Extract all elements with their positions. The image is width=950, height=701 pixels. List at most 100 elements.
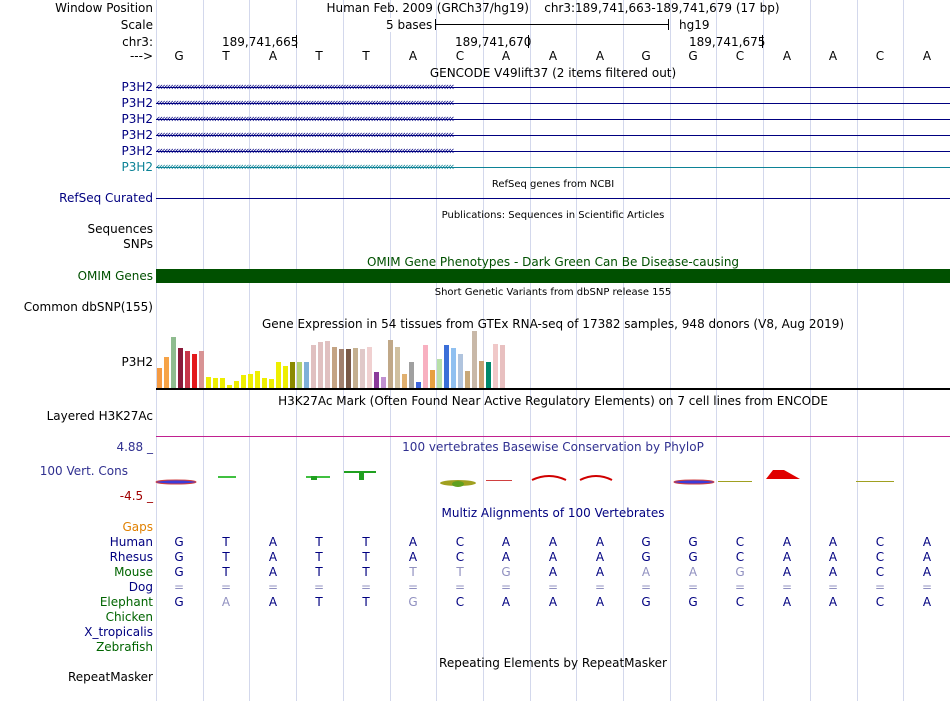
gtex-tissue-bar[interactable] xyxy=(304,362,309,388)
gencode-transcript-line[interactable] xyxy=(156,87,950,88)
alignment-base: A xyxy=(823,595,843,609)
gencode-transcript-line[interactable] xyxy=(156,119,950,120)
publications-snps-label[interactable]: SNPs xyxy=(123,237,153,251)
gtex-tissue-bar[interactable] xyxy=(486,362,491,388)
gtex-tissue-bar[interactable] xyxy=(318,342,323,388)
grid-line xyxy=(857,0,858,701)
gtex-tissue-bar[interactable] xyxy=(262,378,267,388)
gtex-tissue-bar[interactable] xyxy=(339,349,344,388)
gencode-transcript-label[interactable]: P3H2 xyxy=(121,80,153,94)
gtex-tissue-bar[interactable] xyxy=(360,349,365,388)
reference-base: C xyxy=(730,49,750,63)
gtex-tissue-bar[interactable] xyxy=(241,375,246,388)
gtex-tissue-bar[interactable] xyxy=(290,362,295,388)
gencode-transcript-line[interactable] xyxy=(156,151,950,152)
species-label[interactable]: X_tropicalis xyxy=(84,625,153,639)
gtex-track-label[interactable]: P3H2 xyxy=(121,355,153,369)
gtex-tissue-bar[interactable] xyxy=(353,348,358,388)
species-label[interactable]: Zebrafish xyxy=(96,640,153,654)
gencode-transcript-label[interactable]: P3H2 xyxy=(121,112,153,126)
multiz-gaps-label[interactable]: Gaps xyxy=(122,520,153,534)
alignment-base: A xyxy=(496,595,516,609)
gencode-transcript-line[interactable] xyxy=(156,167,950,168)
gtex-tissue-bar[interactable] xyxy=(164,357,169,388)
species-label[interactable]: Rhesus xyxy=(109,550,153,564)
alignment-base: A xyxy=(636,565,656,579)
cons-track-label[interactable]: 100 Vert. Cons xyxy=(39,464,128,478)
gtex-tissue-bar[interactable] xyxy=(325,341,330,388)
gtex-tissue-bar[interactable] xyxy=(213,378,218,388)
gtex-tissue-bar[interactable] xyxy=(423,345,428,388)
gtex-tissue-bar[interactable] xyxy=(416,382,421,388)
gtex-tissue-bar[interactable] xyxy=(255,371,260,388)
species-label[interactable]: Dog xyxy=(128,580,153,594)
gtex-tissue-bar[interactable] xyxy=(297,362,302,388)
gtex-tissue-bar[interactable] xyxy=(311,345,316,388)
species-label[interactable]: Mouse xyxy=(114,565,153,579)
omim-track-label[interactable]: OMIM Genes xyxy=(77,269,153,283)
gtex-tissue-bar[interactable] xyxy=(500,345,505,388)
gencode-transcript-line[interactable] xyxy=(156,103,950,104)
gtex-tissue-bar[interactable] xyxy=(248,374,253,388)
refseq-track-label[interactable]: RefSeq Curated xyxy=(59,191,153,205)
gtex-tissue-bar[interactable] xyxy=(451,348,456,388)
gtex-tissue-bar[interactable] xyxy=(234,381,239,388)
gtex-tissue-bar[interactable] xyxy=(374,372,379,388)
gtex-tissue-bar[interactable] xyxy=(178,348,183,388)
gtex-tissue-bar[interactable] xyxy=(269,379,274,388)
gtex-tissue-bar[interactable] xyxy=(276,362,281,388)
publications-sequences-label[interactable]: Sequences xyxy=(87,222,153,236)
gtex-tissue-bar[interactable] xyxy=(283,366,288,388)
gtex-tissue-bar[interactable] xyxy=(388,340,393,388)
gtex-tissue-bar[interactable] xyxy=(402,374,407,388)
cons-mark-9 xyxy=(486,480,512,481)
gtex-tissue-bar[interactable] xyxy=(367,347,372,388)
gtex-tissue-bar[interactable] xyxy=(157,368,162,388)
h3k27ac-track-label[interactable]: Layered H3K27Ac xyxy=(46,409,153,423)
reference-base: G xyxy=(636,49,656,63)
gtex-tissue-bar[interactable] xyxy=(458,354,463,388)
cons-mark-8 xyxy=(452,481,464,487)
gtex-tissue-bar[interactable] xyxy=(220,378,225,388)
h3k27ac-signal-line[interactable] xyxy=(156,436,950,437)
gtex-tissue-bar[interactable] xyxy=(493,344,498,388)
cons-mark-11 xyxy=(579,475,613,481)
dbsnp-track-label[interactable]: Common dbSNP(155) xyxy=(23,300,153,314)
grid-line xyxy=(810,0,811,701)
gtex-tissue-bar[interactable] xyxy=(381,377,386,388)
omim-gene-bar[interactable] xyxy=(156,269,950,283)
gencode-transcript-line[interactable] xyxy=(156,135,950,136)
species-label[interactable]: Elephant xyxy=(99,595,153,609)
gtex-track-title: Gene Expression in 54 tissues from GTEx … xyxy=(261,317,845,331)
gtex-tissue-bar[interactable] xyxy=(332,347,337,388)
gencode-transcript-label[interactable]: P3H2 xyxy=(121,96,153,110)
gtex-tissue-bar[interactable] xyxy=(192,354,197,388)
gencode-transcript-label[interactable]: P3H2 xyxy=(121,160,153,174)
refseq-gene-line[interactable] xyxy=(156,198,950,199)
species-label[interactable]: Human xyxy=(109,535,153,549)
repeatmasker-track-label[interactable]: RepeatMasker xyxy=(67,670,153,684)
gtex-tissue-bar[interactable] xyxy=(479,361,484,388)
gtex-tissue-bar[interactable] xyxy=(227,385,232,388)
gtex-tissue-bar[interactable] xyxy=(444,345,449,388)
alignment-base: T xyxy=(356,565,376,579)
species-label[interactable]: Chicken xyxy=(105,610,153,624)
cons-wiggle[interactable] xyxy=(155,462,950,492)
gtex-tissue-bar[interactable] xyxy=(206,377,211,388)
gtex-tissue-bar[interactable] xyxy=(437,359,442,388)
scale-bar xyxy=(435,24,669,25)
gtex-tissue-bar[interactable] xyxy=(409,362,414,388)
gencode-transcript-label[interactable]: P3H2 xyxy=(121,128,153,142)
gtex-tissue-bar[interactable] xyxy=(199,351,204,388)
gtex-tissue-bar[interactable] xyxy=(465,371,470,388)
gtex-tissue-bar[interactable] xyxy=(346,349,351,388)
gtex-tissue-bar[interactable] xyxy=(185,351,190,388)
gtex-tissue-bar[interactable] xyxy=(472,331,477,388)
alignment-base: T xyxy=(356,535,376,549)
gtex-tissue-bar[interactable] xyxy=(171,337,176,388)
alignment-base: A xyxy=(543,595,563,609)
gtex-tissue-bar[interactable] xyxy=(430,370,435,388)
gencode-transcript-label[interactable]: P3H2 xyxy=(121,144,153,158)
gtex-tissue-bar[interactable] xyxy=(395,347,400,388)
